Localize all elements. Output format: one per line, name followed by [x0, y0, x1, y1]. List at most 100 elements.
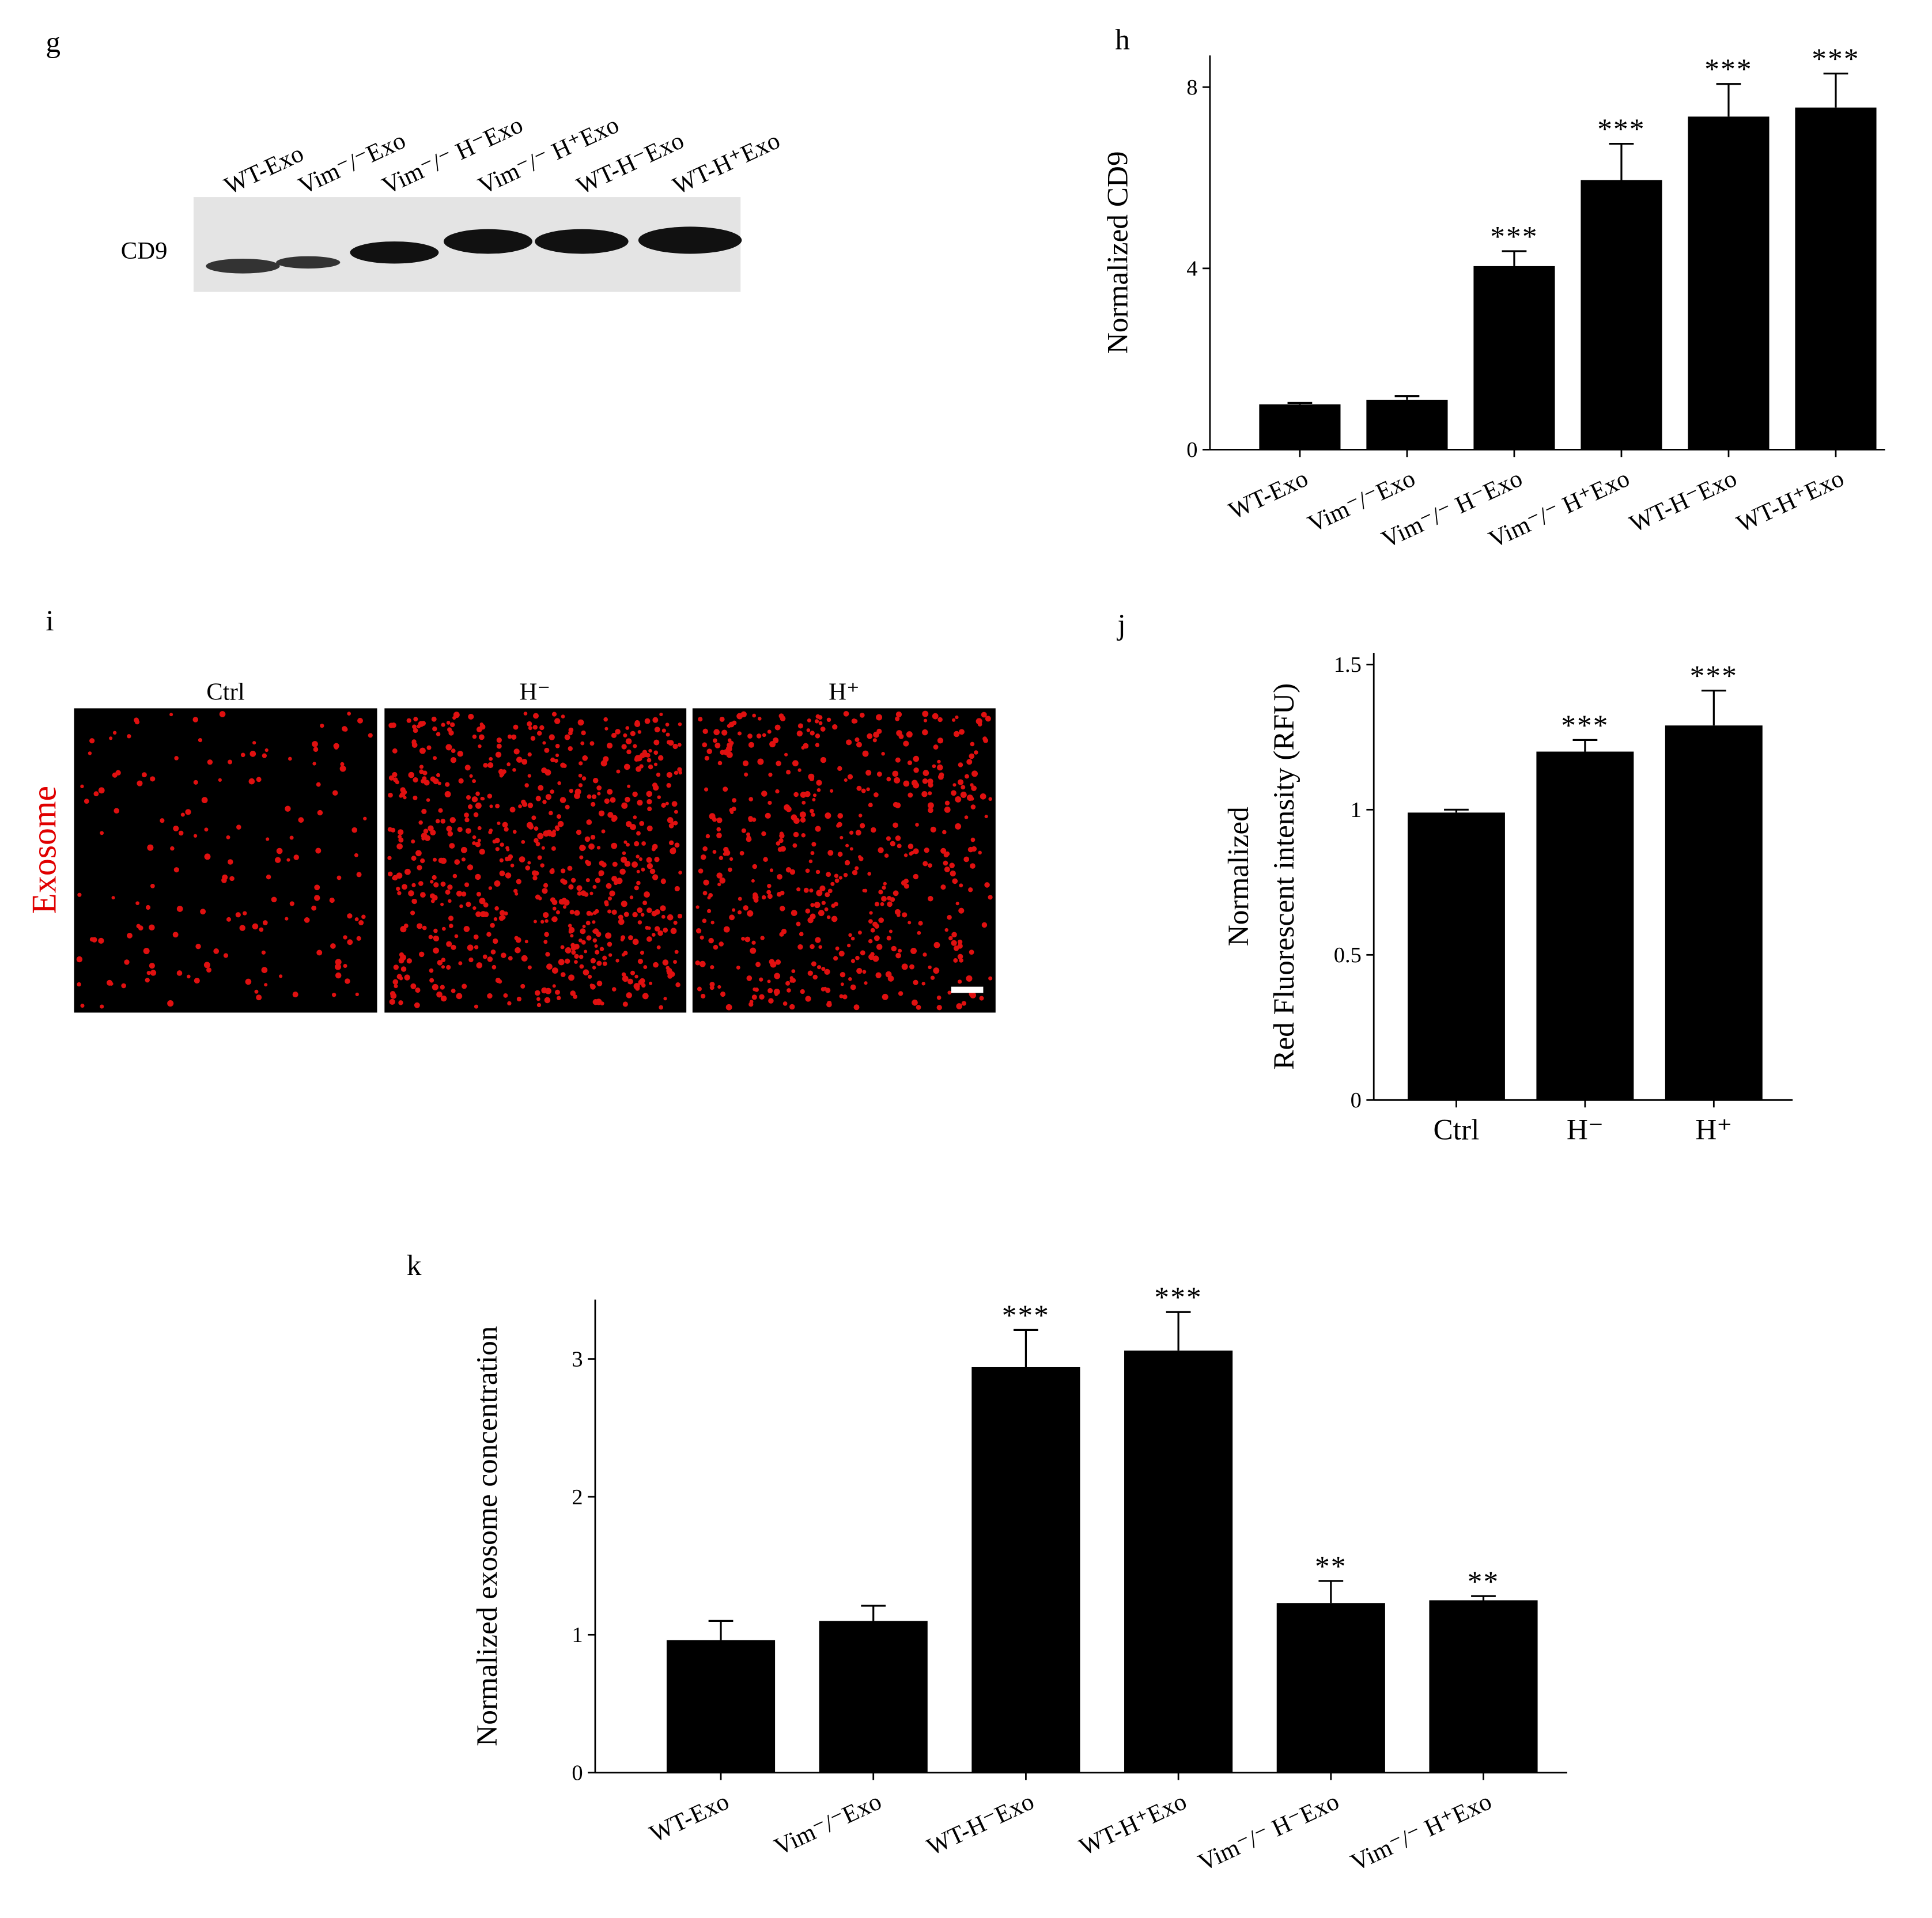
exosome-dot [981, 712, 987, 718]
exosome-dot [590, 958, 596, 964]
exosome-dot [602, 955, 607, 960]
exosome-dot [421, 808, 427, 814]
exosome-dot [150, 776, 156, 782]
exosome-dot [761, 895, 766, 900]
exosome-dot [969, 949, 974, 955]
bar [1429, 1600, 1538, 1773]
exosome-dot [98, 787, 105, 794]
exosome-dot [747, 733, 753, 739]
exosome-dot [586, 910, 592, 916]
exosome-dot [531, 870, 538, 876]
exosome-dot [761, 790, 767, 797]
exosome-dot [411, 898, 417, 905]
exosome-dot [814, 719, 819, 724]
exosome-dot [471, 796, 478, 803]
exosome-dot [634, 720, 640, 726]
exosome-dot [543, 911, 549, 918]
bar [819, 1621, 928, 1773]
exosome-dot [534, 826, 539, 831]
exosome-dot [313, 747, 319, 752]
exosome-dot [472, 835, 477, 839]
exosome-dot [592, 884, 597, 889]
exosome-dot [815, 714, 821, 719]
panel-letter: h [1115, 24, 1130, 56]
exosome-dot [881, 896, 887, 902]
exosome-dot [970, 837, 976, 842]
exosome-dot [671, 847, 676, 852]
exosome-dot [440, 995, 447, 1002]
exosome-dot [567, 865, 573, 871]
exosome-dot [699, 960, 706, 967]
exosome-dot [867, 872, 871, 876]
exosome-dot [408, 771, 415, 778]
exosome-dot [446, 941, 452, 947]
exosome-dot [652, 874, 659, 880]
exosome-dot [661, 803, 666, 808]
exosome-dot [569, 789, 573, 793]
exosome-dot [603, 717, 608, 722]
exosome-dot [450, 757, 457, 763]
exosome-dot [713, 729, 720, 736]
error-bar [1701, 690, 1726, 726]
exosome-dot [807, 718, 811, 722]
exosome-dot [515, 947, 521, 954]
exosome-dot [870, 952, 875, 956]
exosome-dot [955, 823, 962, 830]
exosome-dot [815, 826, 821, 832]
exosome-dot [868, 919, 873, 924]
exosome-dot [596, 785, 602, 790]
exosome-dot [387, 871, 393, 877]
exosome-dot [660, 905, 666, 911]
exosome-dot [590, 983, 596, 990]
exosome-dot [833, 956, 838, 961]
exosome-dot [824, 907, 829, 911]
exosome-dot [489, 804, 493, 808]
exosome-dot [748, 1002, 754, 1007]
exosome-dot [816, 890, 823, 896]
exosome-dot [329, 897, 335, 903]
exosome-dot [759, 994, 765, 1000]
exosome-dot [634, 841, 640, 846]
exosome-dot [961, 1001, 967, 1006]
exosome-dot [279, 974, 283, 978]
exosome-dot [971, 770, 978, 777]
exosome-dot [574, 960, 578, 964]
exosome-dot [966, 795, 973, 801]
exosome-dot [568, 930, 572, 934]
exosome-dot [537, 833, 544, 839]
error-bar [861, 1605, 886, 1621]
exosome-dot [399, 976, 403, 981]
exosome-dot [467, 944, 474, 951]
exosome-dot [847, 774, 853, 780]
exosome-dot [768, 773, 773, 777]
exosome-dot [653, 750, 659, 755]
exosome-dot [450, 722, 455, 728]
exosome-dot [558, 959, 565, 966]
exosome-dot [837, 766, 842, 771]
exosome-dot [937, 759, 941, 764]
exosome-dot [810, 944, 815, 949]
exosome-dot [568, 727, 574, 733]
exosome-dot [742, 760, 749, 767]
exosome-dot [913, 755, 920, 762]
exosome-dot [940, 884, 946, 890]
exosome-dot [857, 930, 862, 935]
exosome-dot [419, 769, 424, 774]
exosome-dot [651, 933, 656, 937]
exosome-dot [583, 969, 589, 976]
exosome-dot [792, 843, 797, 848]
error-bar [1609, 142, 1634, 180]
exosome-dot [436, 773, 441, 777]
exosome-dot [565, 804, 570, 809]
exosome-dot [198, 738, 203, 743]
exosome-dot [620, 937, 624, 942]
exosome-dot [554, 718, 561, 724]
exosome-dot [933, 967, 940, 974]
exosome-dot [965, 774, 969, 779]
exosome-dot [957, 939, 963, 945]
exosome-dot [895, 716, 900, 721]
exosome-dot [626, 992, 632, 998]
exosome-dot [805, 908, 811, 914]
exosome-dot [898, 991, 903, 996]
